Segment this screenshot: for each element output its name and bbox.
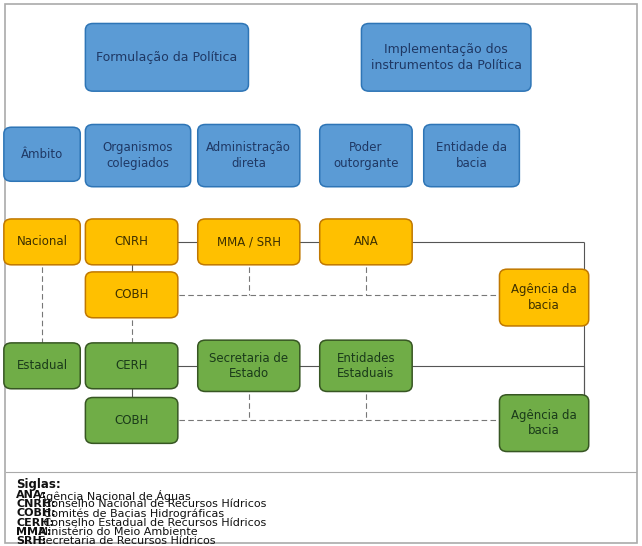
FancyBboxPatch shape <box>5 4 637 543</box>
Text: Formulação da Política: Formulação da Política <box>96 51 238 64</box>
Text: COBH:: COBH: <box>16 508 56 518</box>
FancyBboxPatch shape <box>4 343 80 389</box>
Text: MMA / SRH: MMA / SRH <box>217 235 281 248</box>
Text: CERH:: CERH: <box>16 518 54 527</box>
FancyBboxPatch shape <box>85 343 178 389</box>
Text: Siglas:: Siglas: <box>16 478 61 491</box>
FancyBboxPatch shape <box>85 219 178 265</box>
FancyBboxPatch shape <box>320 219 412 265</box>
FancyBboxPatch shape <box>499 395 589 452</box>
Text: MMA:: MMA: <box>16 527 51 537</box>
FancyBboxPatch shape <box>320 340 412 391</box>
Text: Comités de Bacias Hidrográficas: Comités de Bacias Hidrográficas <box>40 508 224 519</box>
FancyBboxPatch shape <box>198 340 300 391</box>
Text: SRH:: SRH: <box>16 536 46 546</box>
Text: Entidade da
bacia: Entidade da bacia <box>436 141 507 170</box>
Text: CNRH: CNRH <box>115 235 148 248</box>
Text: Organismos
colegiados: Organismos colegiados <box>103 141 173 170</box>
FancyBboxPatch shape <box>85 23 248 91</box>
FancyBboxPatch shape <box>424 124 519 187</box>
Text: Agência da
bacia: Agência da bacia <box>511 283 577 312</box>
Text: COBH: COBH <box>114 414 149 427</box>
Text: Âmbito: Âmbito <box>21 148 63 161</box>
Text: Nacional: Nacional <box>17 235 67 248</box>
Text: Conselho Nacional de Recursos Hídricos: Conselho Nacional de Recursos Hídricos <box>40 499 266 509</box>
Text: Agência Nacional de Águas: Agência Nacional de Águas <box>35 490 191 502</box>
FancyBboxPatch shape <box>499 269 589 326</box>
FancyBboxPatch shape <box>361 23 531 91</box>
FancyBboxPatch shape <box>198 124 300 187</box>
Text: Estadual: Estadual <box>17 359 67 372</box>
Text: COBH: COBH <box>114 288 149 301</box>
Text: Conselho Estadual de Recursos Hídricos: Conselho Estadual de Recursos Hídricos <box>40 518 266 527</box>
Text: CERH: CERH <box>116 359 148 372</box>
FancyBboxPatch shape <box>85 397 178 443</box>
FancyBboxPatch shape <box>4 127 80 181</box>
FancyBboxPatch shape <box>198 219 300 265</box>
FancyBboxPatch shape <box>4 219 80 265</box>
Text: Agência da
bacia: Agência da bacia <box>511 409 577 437</box>
Text: Secretaria de
Estado: Secretaria de Estado <box>209 352 288 380</box>
FancyBboxPatch shape <box>85 272 178 318</box>
FancyBboxPatch shape <box>85 124 191 187</box>
Text: ANA: ANA <box>354 235 378 248</box>
Text: CNRH:: CNRH: <box>16 499 56 509</box>
Text: ANA:: ANA: <box>16 490 48 500</box>
Text: Poder
outorgante: Poder outorgante <box>333 141 399 170</box>
FancyBboxPatch shape <box>320 124 412 187</box>
Text: Secretaria de Recursos Hídricos: Secretaria de Recursos Hídricos <box>35 536 216 546</box>
Text: Entidades
Estaduais: Entidades Estaduais <box>336 352 395 380</box>
Text: Implementação dos
instrumentos da Política: Implementação dos instrumentos da Políti… <box>370 43 522 72</box>
Text: Administração
direta: Administração direta <box>206 141 291 170</box>
Text: Ministério do Meio Ambiente: Ministério do Meio Ambiente <box>35 527 198 537</box>
